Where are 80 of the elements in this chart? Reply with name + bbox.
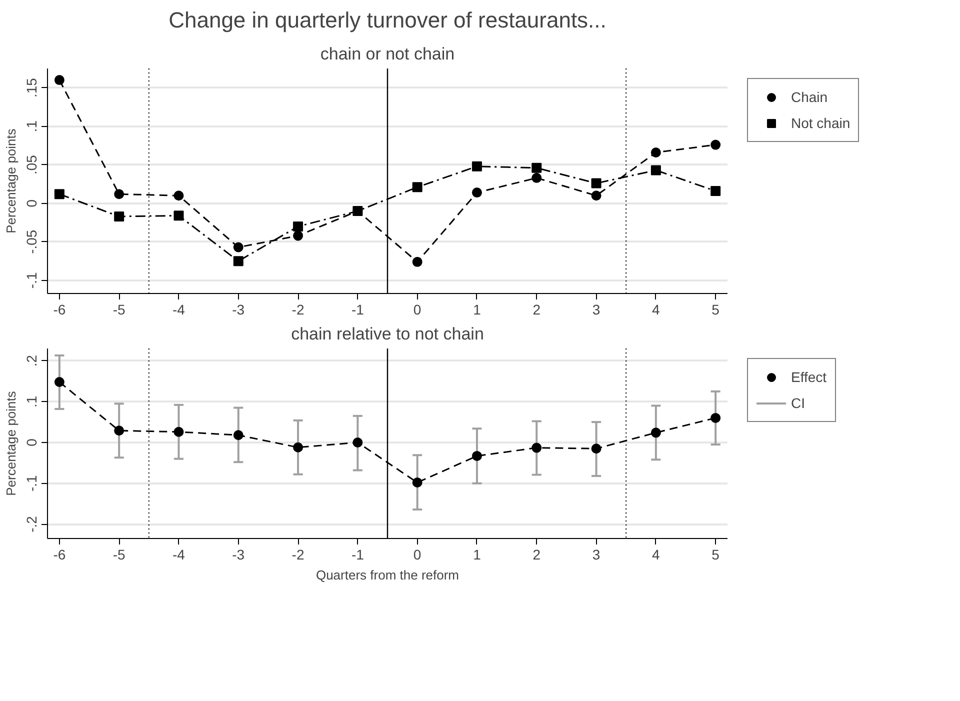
x-tick-label: -1 xyxy=(351,546,364,562)
x-tick-label: 0 xyxy=(413,302,422,318)
point xyxy=(352,206,363,216)
point xyxy=(174,210,184,221)
point xyxy=(54,189,64,200)
point xyxy=(233,256,244,266)
point xyxy=(532,442,542,453)
x-tick-label: -3 xyxy=(232,302,245,318)
x-tick-label: -1 xyxy=(351,302,364,318)
y-axis-title: Percentage points xyxy=(4,390,18,496)
legend-label: Chain xyxy=(791,89,828,105)
point xyxy=(650,148,661,158)
legend-label: Not chain xyxy=(791,115,850,131)
point xyxy=(650,428,661,438)
point xyxy=(591,444,602,454)
x-tick-label: -4 xyxy=(172,546,186,562)
point xyxy=(591,190,602,201)
y-tick-label: 0 xyxy=(24,438,40,446)
x-tick-label: 5 xyxy=(712,546,720,562)
point xyxy=(412,182,422,192)
x-tick-label: 5 xyxy=(712,302,720,318)
x-tick-label: -5 xyxy=(112,302,126,318)
legend-label: Effect xyxy=(791,369,827,385)
point xyxy=(54,377,64,387)
y-tick-label: -.2 xyxy=(24,516,40,532)
x-tick-label: -2 xyxy=(292,546,304,562)
point xyxy=(114,189,124,200)
point xyxy=(412,478,422,488)
y-tick-label: .15 xyxy=(24,78,40,98)
x-tick-label: -4 xyxy=(172,302,186,318)
y-axis-title: Percentage points xyxy=(4,128,18,234)
point xyxy=(710,140,721,150)
point xyxy=(710,412,721,423)
y-tick-label: -.05 xyxy=(24,230,40,254)
x-tick-label: -5 xyxy=(112,546,126,562)
x-tick-label: 0 xyxy=(413,546,422,562)
point xyxy=(472,188,482,198)
x-tick-label: 2 xyxy=(532,546,541,562)
y-tick-label: .1 xyxy=(24,396,40,408)
text: CI xyxy=(791,395,806,411)
y-tick-label: .1 xyxy=(24,120,40,132)
x-axis-title: Quarters from the reform xyxy=(316,568,460,582)
point xyxy=(591,178,602,188)
y-tick-label: 0 xyxy=(24,199,40,208)
point xyxy=(114,211,124,222)
x-tick-label: 3 xyxy=(592,546,600,562)
x-tick-label: 1 xyxy=(473,546,482,562)
y-tick-label: .2 xyxy=(24,354,40,367)
x-tick-label: -2 xyxy=(292,302,304,318)
x-tick-label: 3 xyxy=(592,302,600,318)
chart-subtitle: chain or not chain xyxy=(320,44,455,64)
x-tick-label: -3 xyxy=(232,546,245,562)
point xyxy=(293,221,304,232)
point xyxy=(710,186,721,196)
point xyxy=(472,161,482,172)
point xyxy=(54,75,64,86)
x-tick-label: -6 xyxy=(53,546,66,562)
point xyxy=(293,230,304,241)
point xyxy=(412,256,422,267)
y-tick-label: -.1 xyxy=(24,272,40,289)
x-tick-label: 2 xyxy=(532,302,541,318)
y-tick-label: .05 xyxy=(24,154,40,175)
point xyxy=(233,242,244,252)
point xyxy=(472,450,482,461)
y-tick-label: -.1 xyxy=(24,474,40,492)
point xyxy=(293,442,304,452)
point xyxy=(114,426,124,436)
x-tick-label: -6 xyxy=(53,302,66,318)
chart-title: Change in quarterly turnover of restaurants... xyxy=(168,8,606,32)
x-tick-label: 4 xyxy=(652,546,660,562)
chart-title: chain relative to not chain xyxy=(291,324,484,344)
x-tick-label: 4 xyxy=(652,302,660,318)
point xyxy=(233,430,244,440)
point xyxy=(532,172,542,183)
point xyxy=(174,190,184,201)
point xyxy=(532,162,542,173)
point xyxy=(174,426,184,437)
x-tick-label: 1 xyxy=(473,302,482,318)
point xyxy=(650,165,661,176)
point xyxy=(352,437,363,448)
